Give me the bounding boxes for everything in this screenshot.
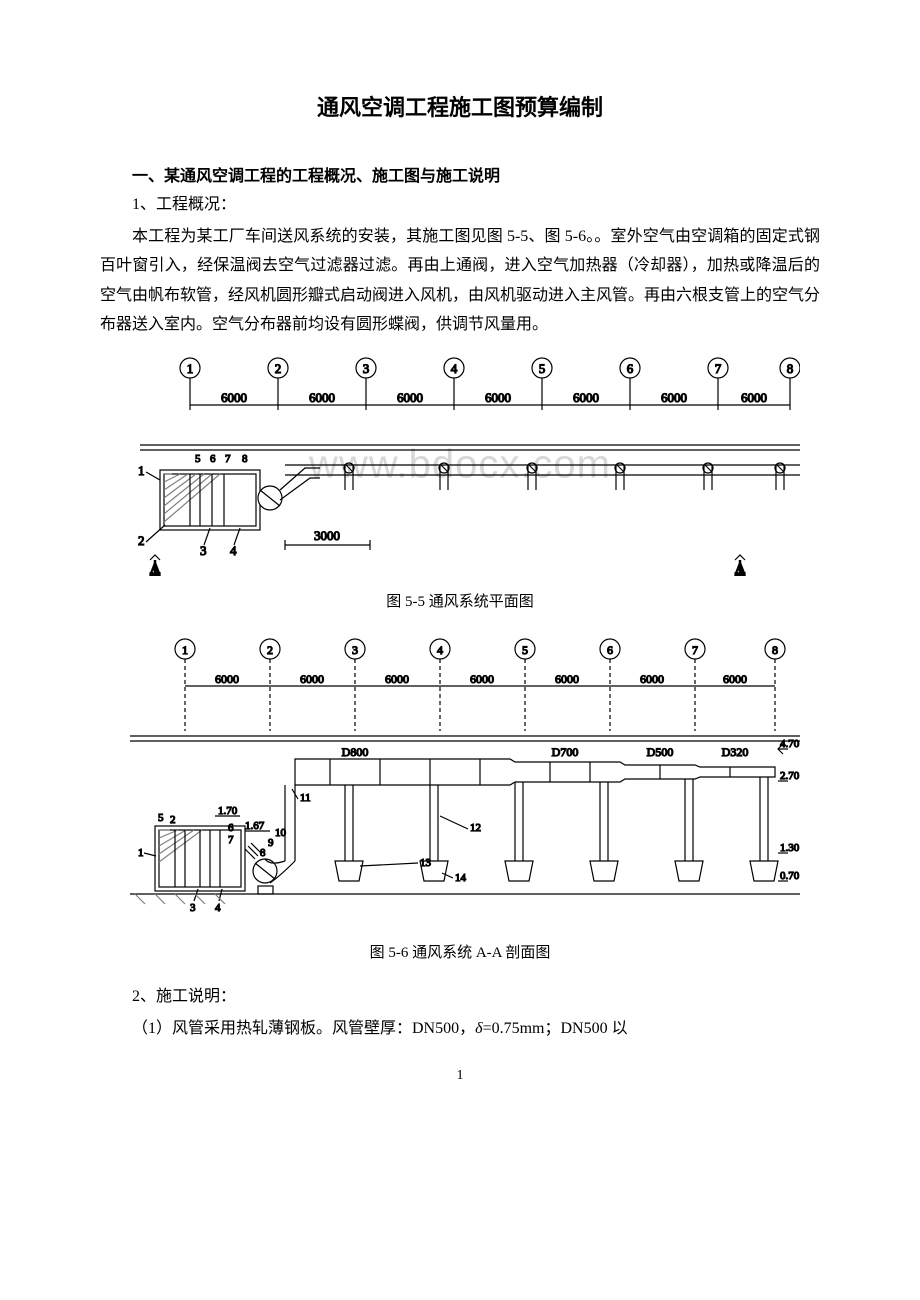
svg-text:5: 5 bbox=[522, 643, 528, 657]
svg-text:12: 12 bbox=[470, 822, 481, 834]
svg-text:6000: 6000 bbox=[573, 390, 599, 405]
figure-5-6-caption: 图 5-6 通风系统 A-A 剖面图 bbox=[100, 941, 820, 962]
svg-text:1: 1 bbox=[138, 847, 144, 859]
axis-2: 2 bbox=[275, 361, 282, 376]
svg-text:6: 6 bbox=[607, 643, 613, 657]
para-4b: =0.75mm；DN500 以 bbox=[483, 1020, 628, 1037]
axis-5: 5 bbox=[539, 361, 546, 376]
svg-text:6000: 6000 bbox=[555, 672, 579, 686]
svg-text:6000: 6000 bbox=[397, 390, 423, 405]
svg-text:A: A bbox=[735, 562, 746, 577]
svg-text:2: 2 bbox=[170, 814, 176, 826]
svg-text:D320: D320 bbox=[722, 745, 749, 759]
svg-text:11: 11 bbox=[300, 792, 311, 804]
para-3: 2、施工说明： bbox=[100, 982, 820, 1012]
svg-text:3: 3 bbox=[200, 543, 207, 558]
svg-text:2: 2 bbox=[138, 533, 145, 548]
svg-text:9: 9 bbox=[268, 837, 274, 849]
para-1: 1、工程概况： bbox=[100, 190, 820, 220]
section-1-heading: 一、某通风空调工程的工程概况、施工图与施工说明 bbox=[100, 162, 820, 186]
axis-1: 1 bbox=[187, 361, 194, 376]
delta-symbol: δ bbox=[475, 1020, 482, 1037]
svg-text:10: 10 bbox=[275, 827, 287, 839]
svg-text:7: 7 bbox=[692, 643, 698, 657]
svg-text:4.70: 4.70 bbox=[780, 738, 800, 750]
svg-text:8: 8 bbox=[242, 453, 248, 465]
svg-text:4: 4 bbox=[230, 543, 237, 558]
svg-text:A: A bbox=[150, 562, 161, 577]
axis-7: 7 bbox=[715, 361, 722, 376]
svg-text:6000: 6000 bbox=[470, 672, 494, 686]
svg-text:6000: 6000 bbox=[309, 390, 335, 405]
para-4: （1）风管采用热轧薄钢板。风管壁厚：DN500，δ=0.75mm；DN500 以 bbox=[100, 1014, 820, 1044]
page-title: 通风空调工程施工图预算编制 bbox=[100, 90, 820, 122]
svg-text:5: 5 bbox=[158, 812, 164, 824]
svg-text:D800: D800 bbox=[342, 745, 369, 759]
axis-3: 3 bbox=[363, 361, 370, 376]
para-2: 本工程为某工厂车间送风系统的安装，其施工图见图 5-5、图 5-6。。室外空气由… bbox=[100, 222, 820, 340]
svg-text:3000: 3000 bbox=[314, 528, 340, 543]
svg-text:6000: 6000 bbox=[661, 390, 687, 405]
svg-text:4: 4 bbox=[215, 902, 221, 914]
svg-text:6: 6 bbox=[210, 453, 216, 465]
svg-text:1: 1 bbox=[138, 463, 145, 478]
svg-text:1: 1 bbox=[182, 643, 188, 657]
svg-text:6000: 6000 bbox=[300, 672, 324, 686]
svg-text:6000: 6000 bbox=[723, 672, 747, 686]
svg-text:6000: 6000 bbox=[640, 672, 664, 686]
figure-5-5-diagram: 1 2 3 4 5 6 7 8 bbox=[120, 350, 800, 580]
figure-5-5-wrap: www.bdocx.com 1 2 3 4 5 6 7 8 bbox=[100, 350, 820, 580]
svg-text:4: 4 bbox=[437, 643, 443, 657]
svg-text:2.70: 2.70 bbox=[780, 770, 800, 782]
svg-text:2: 2 bbox=[267, 643, 273, 657]
svg-text:0.70: 0.70 bbox=[780, 870, 800, 882]
svg-text:6: 6 bbox=[228, 822, 234, 834]
axis-4: 4 bbox=[451, 361, 458, 376]
svg-text:D500: D500 bbox=[647, 745, 674, 759]
svg-text:6000: 6000 bbox=[215, 672, 239, 686]
svg-text:7: 7 bbox=[225, 453, 231, 465]
svg-text:1.30: 1.30 bbox=[780, 842, 800, 854]
svg-text:13: 13 bbox=[420, 857, 432, 869]
svg-text:D700: D700 bbox=[552, 745, 579, 759]
svg-text:6000: 6000 bbox=[485, 390, 511, 405]
svg-text:1.67: 1.67 bbox=[245, 820, 265, 832]
svg-text:7: 7 bbox=[228, 834, 234, 846]
svg-text:6000: 6000 bbox=[385, 672, 409, 686]
axis-8: 8 bbox=[787, 361, 794, 376]
svg-text:6000: 6000 bbox=[221, 390, 247, 405]
figure-5-6-diagram: 1 2 3 4 5 6 7 8 6000 6000 bbox=[120, 631, 800, 931]
svg-text:8: 8 bbox=[772, 643, 778, 657]
para-4a: （1）风管采用热轧薄钢板。风管壁厚：DN500， bbox=[132, 1020, 475, 1037]
figure-5-5-caption: 图 5-5 通风系统平面图 bbox=[100, 590, 820, 611]
svg-text:14: 14 bbox=[455, 872, 467, 884]
axis-6: 6 bbox=[627, 361, 634, 376]
page-number: 1 bbox=[100, 1068, 820, 1084]
svg-text:3: 3 bbox=[190, 902, 196, 914]
svg-text:8: 8 bbox=[260, 847, 266, 859]
svg-text:6000: 6000 bbox=[741, 390, 767, 405]
svg-text:3: 3 bbox=[352, 643, 358, 657]
svg-text:1.70: 1.70 bbox=[218, 805, 238, 817]
svg-text:5: 5 bbox=[195, 453, 201, 465]
